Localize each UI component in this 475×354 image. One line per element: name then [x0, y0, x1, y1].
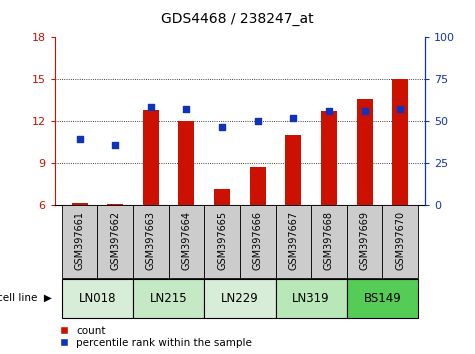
Text: LN018: LN018	[79, 292, 116, 305]
Text: GDS4468 / 238247_at: GDS4468 / 238247_at	[161, 12, 314, 27]
Text: GSM397663: GSM397663	[146, 211, 156, 270]
Point	[361, 108, 369, 114]
FancyBboxPatch shape	[169, 205, 204, 278]
FancyBboxPatch shape	[62, 205, 97, 278]
Text: BS149: BS149	[363, 292, 401, 305]
FancyBboxPatch shape	[133, 205, 169, 278]
FancyBboxPatch shape	[97, 205, 133, 278]
Text: cell line  ▶: cell line ▶	[0, 293, 52, 303]
Text: LN229: LN229	[221, 292, 259, 305]
Text: GSM397662: GSM397662	[110, 211, 120, 270]
FancyBboxPatch shape	[347, 279, 418, 318]
Bar	[179, 121, 194, 205]
Bar	[143, 110, 159, 205]
FancyBboxPatch shape	[347, 205, 382, 278]
Point	[254, 118, 261, 124]
FancyBboxPatch shape	[204, 279, 276, 318]
FancyBboxPatch shape	[62, 279, 133, 318]
Point	[218, 124, 226, 130]
FancyBboxPatch shape	[133, 279, 204, 318]
FancyBboxPatch shape	[276, 205, 311, 278]
Point	[76, 137, 84, 142]
Bar	[285, 135, 301, 205]
Point	[290, 116, 297, 121]
Text: GSM397664: GSM397664	[181, 211, 191, 270]
Point	[183, 106, 190, 112]
Point	[325, 108, 333, 114]
Bar	[392, 79, 408, 205]
FancyBboxPatch shape	[276, 279, 347, 318]
Point	[147, 104, 155, 110]
Text: GSM397670: GSM397670	[395, 211, 405, 270]
Bar	[72, 203, 87, 205]
Point	[397, 106, 404, 112]
Text: GSM397661: GSM397661	[75, 211, 85, 270]
FancyBboxPatch shape	[240, 205, 276, 278]
Bar	[321, 111, 337, 205]
Bar	[250, 167, 266, 205]
Text: LN319: LN319	[292, 292, 330, 305]
Text: GSM397666: GSM397666	[253, 211, 263, 270]
FancyBboxPatch shape	[382, 205, 418, 278]
Bar	[214, 188, 230, 205]
Legend: count, percentile rank within the sample: count, percentile rank within the sample	[60, 326, 252, 348]
Text: GSM397668: GSM397668	[324, 211, 334, 270]
Text: GSM397665: GSM397665	[217, 211, 227, 270]
FancyBboxPatch shape	[204, 205, 240, 278]
FancyBboxPatch shape	[311, 205, 347, 278]
Text: GSM397667: GSM397667	[288, 211, 298, 270]
Text: LN215: LN215	[150, 292, 188, 305]
Bar	[107, 204, 123, 205]
Text: GSM397669: GSM397669	[360, 211, 370, 270]
Point	[111, 142, 119, 148]
Bar	[357, 99, 372, 205]
